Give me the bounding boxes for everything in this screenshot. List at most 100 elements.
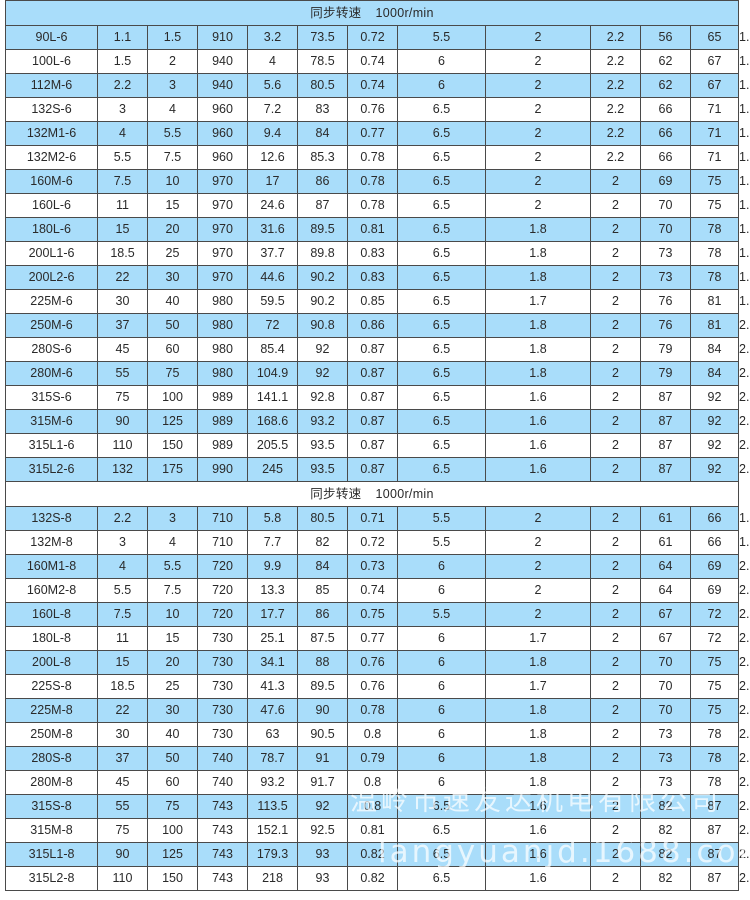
table-cell: 743 [197, 866, 248, 891]
section-header-cell: 同步转速 1000r/min [5, 481, 739, 507]
table-cell: 76 [640, 313, 691, 338]
table-cell: 6.5 [397, 433, 486, 458]
table-cell: 1.6 [485, 818, 591, 843]
motor-model-cell: 250M-8 [5, 722, 98, 747]
table-cell: 18.5 [97, 674, 148, 699]
table-cell: 0.87 [347, 409, 398, 434]
table-cell: 2.2 [590, 97, 641, 122]
table-cell: 67 [690, 49, 739, 74]
table-cell: 6 [397, 554, 486, 579]
table-cell: 85.3 [297, 145, 348, 170]
table-cell: 70 [640, 674, 691, 699]
table-cell: 84 [297, 121, 348, 146]
table-cell: 71 [690, 121, 739, 146]
table-cell: 940 [197, 49, 248, 74]
table-cell: 2 [590, 866, 641, 891]
table-cell: 24.6 [247, 193, 298, 218]
table-cell: 85.4 [247, 337, 298, 362]
table-cell: 0.77 [347, 121, 398, 146]
table-cell: 2 [590, 818, 641, 843]
table-cell: 78 [690, 241, 739, 266]
table-cell: 90.2 [297, 289, 348, 314]
table-cell: 18.5 [97, 241, 148, 266]
table-cell: 2.2 [97, 73, 148, 98]
table-cell: 2 [485, 193, 591, 218]
synchronous-speed-value: 1000r/min [375, 487, 434, 501]
table-cell: 7.5 [97, 602, 148, 627]
table-cell: 1.8 [485, 722, 591, 747]
table-cell: 2 [590, 217, 641, 242]
table-cell: 2 [485, 25, 591, 50]
table-cell: 2 [590, 361, 641, 386]
table-cell: 6.5 [397, 145, 486, 170]
table-cell: 970 [197, 169, 248, 194]
table-cell: 87 [640, 409, 691, 434]
table-cell: 87 [297, 193, 348, 218]
table-cell: 730 [197, 650, 248, 675]
table-cell: 82 [640, 842, 691, 867]
table-cell: 4 [97, 121, 148, 146]
motor-model-cell: 280S-8 [5, 746, 98, 771]
table-cell: 15 [97, 217, 148, 242]
table-cell: 75 [690, 169, 739, 194]
table-cell: 6.5 [397, 337, 486, 362]
motor-model-cell: 250M-6 [5, 313, 98, 338]
table-cell: 6.5 [397, 241, 486, 266]
motor-model-cell: 160M-6 [5, 169, 98, 194]
table-cell: 2 [590, 289, 641, 314]
table-cell: 980 [197, 361, 248, 386]
synchronous-speed-label: 同步转速 [310, 487, 362, 501]
table-cell: 0.8 [347, 770, 398, 795]
table-cell: 740 [197, 746, 248, 771]
table-cell: 720 [197, 578, 248, 603]
table-cell: 4 [97, 554, 148, 579]
table-cell: 100 [147, 818, 198, 843]
table-cell: 69 [690, 554, 739, 579]
table-cell: 5.5 [397, 25, 486, 50]
table-cell: 84 [297, 554, 348, 579]
table-cell: 84 [690, 337, 739, 362]
table-cell: 980 [197, 313, 248, 338]
table-cell: 2 [485, 578, 591, 603]
motor-model-cell: 315L1-6 [5, 433, 98, 458]
table-cell: 63 [247, 722, 298, 747]
motor-model-cell: 315L1-8 [5, 842, 98, 867]
table-cell: 6.5 [397, 409, 486, 434]
table-cell: 2 [590, 698, 641, 723]
table-cell: 81 [690, 289, 739, 314]
table-cell: 0.83 [347, 241, 398, 266]
motor-model-cell: 280M-6 [5, 361, 98, 386]
table-cell: 5.5 [397, 602, 486, 627]
motor-spec-table: 同步转速 1000r/min 90L-6 1.1 1.5 910 3.2 73.5 0.72 5.… [5, 0, 750, 891]
table-cell: 743 [197, 794, 248, 819]
table-cell: 2 [485, 506, 591, 531]
table-cell: 67 [640, 626, 691, 651]
table-cell: 2 [590, 794, 641, 819]
table-cell: 78 [690, 217, 739, 242]
table-cell: 1.7 [485, 674, 591, 699]
table-cell: 2 [590, 770, 641, 795]
table-cell: 0.87 [347, 457, 398, 482]
table-row: 315M-6 90 125 989 168.6 93.2 0.87 6.5 1.6 2 87 92 2.… [5, 409, 750, 434]
table-cell: 1.5 [147, 25, 198, 50]
table-cell: 1.1 [97, 25, 148, 50]
table-cell: 730 [197, 722, 248, 747]
motor-model-cell: 160M2-8 [5, 578, 98, 603]
motor-model-cell: 225S-8 [5, 674, 98, 699]
table-cell: 6 [397, 626, 486, 651]
table-cell: 730 [197, 698, 248, 723]
table-cell: 6.5 [397, 265, 486, 290]
table-cell: 93.2 [247, 770, 298, 795]
table-cell: 70 [640, 650, 691, 675]
table-cell: 6.5 [397, 289, 486, 314]
table-cell: 6.5 [397, 866, 486, 891]
motor-model-cell: 132M-8 [5, 530, 98, 555]
table-cell: 2 [590, 554, 641, 579]
table-cell: 1.8 [485, 337, 591, 362]
